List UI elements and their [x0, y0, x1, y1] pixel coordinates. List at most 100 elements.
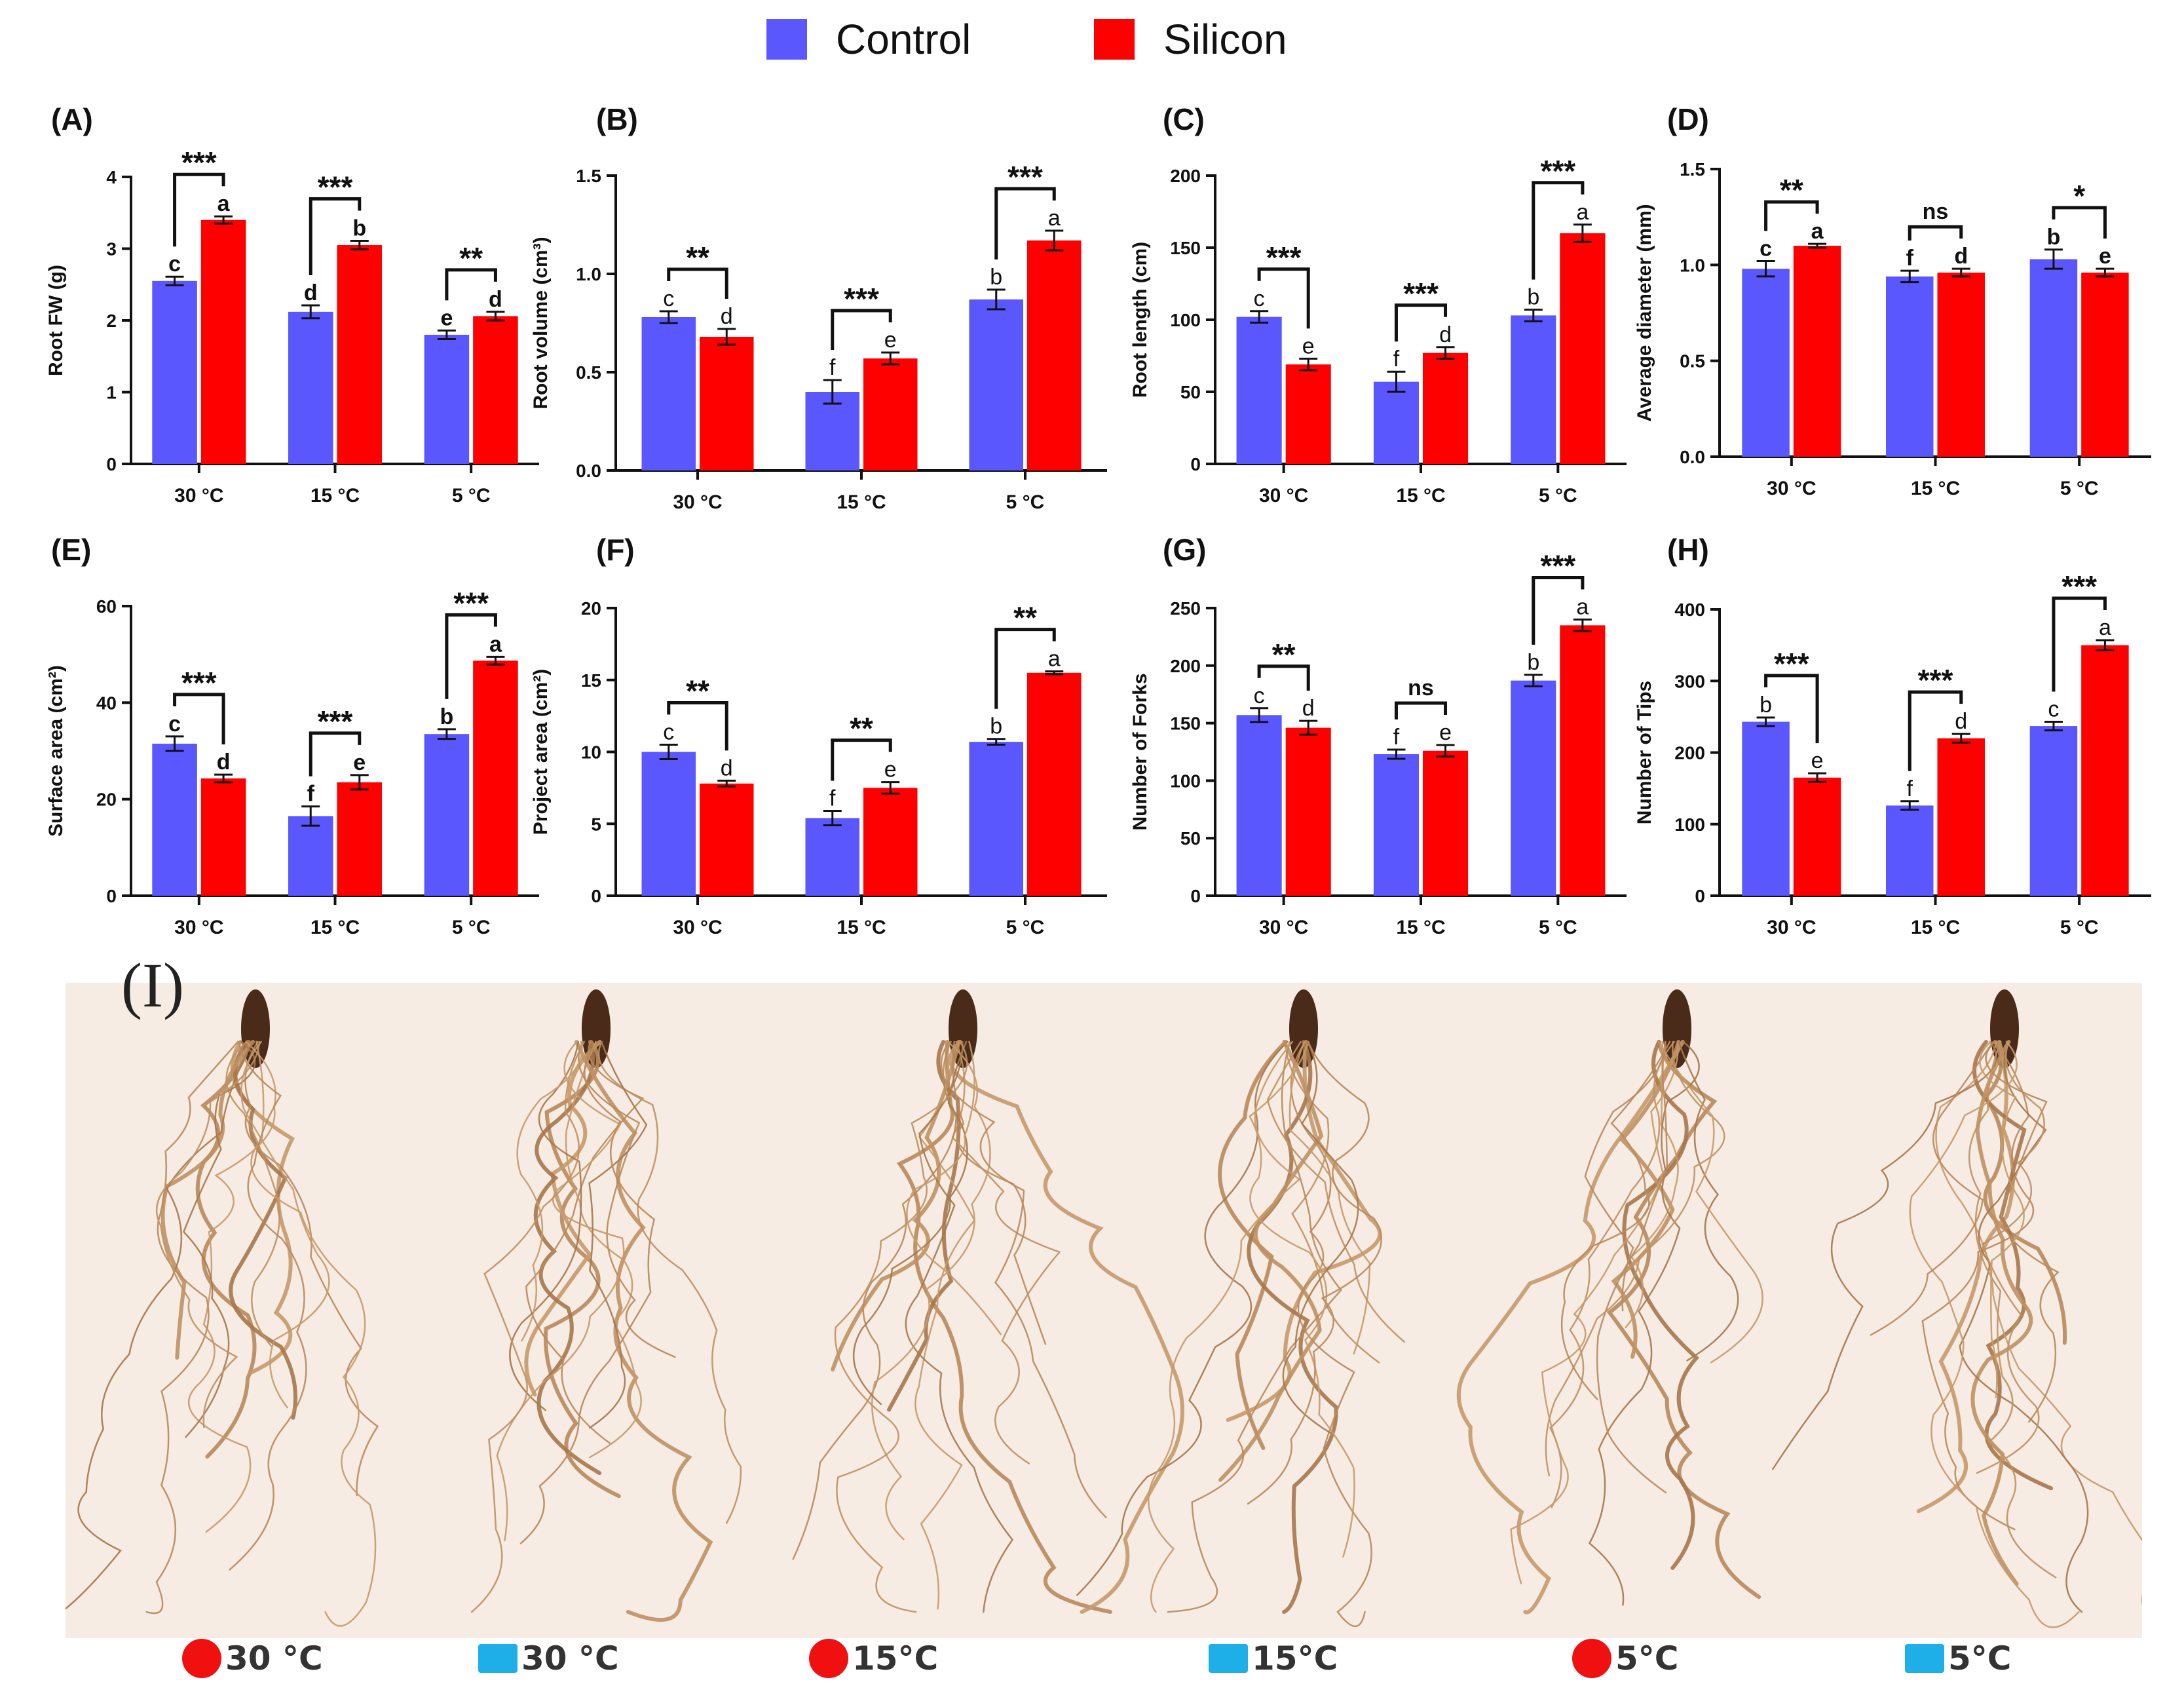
x-tick-label: 30 °C: [673, 917, 722, 938]
significance-letter: c: [1760, 236, 1772, 261]
root-specimen: [66, 989, 379, 1627]
significance-letter: a: [1576, 595, 1589, 620]
bar-silicon: [1423, 750, 1469, 896]
root-strand: [496, 1041, 625, 1542]
root-strand: [834, 1041, 968, 1613]
root-strand: [1289, 1041, 1371, 1355]
significance-marker: ns: [1923, 199, 1949, 224]
significance-letter: c: [168, 252, 181, 277]
significance-bracket: [173, 172, 225, 247]
significance-letter: d: [217, 750, 231, 775]
root-strand: [871, 1041, 991, 1540]
y-axis-label: Root FW (g): [45, 265, 67, 376]
y-tick-label: 100: [1674, 814, 1705, 835]
chart-legend: Control Silicon: [766, 13, 1421, 66]
panel-label: (A): [51, 102, 93, 136]
bar-control: [152, 280, 197, 464]
significance-letter: d: [1954, 244, 1968, 269]
bar-silicon: [700, 783, 754, 896]
root-strand: [1985, 1041, 2060, 1423]
chart-panel: (D) Average diameter (mm) 0.0 0.5 1.0 1.5 30 °…: [1634, 102, 2151, 499]
bar-silicon: [1937, 273, 1985, 457]
significance-letter: e: [1811, 748, 1824, 773]
x-tick-label: 30 °C: [1767, 917, 1816, 938]
root-strand: [187, 1041, 276, 1533]
legend-item-silicon: Silicon: [1094, 13, 1287, 66]
root-strand: [524, 1040, 602, 1397]
root-strand: [1611, 1040, 1681, 1359]
panel-label: (C): [1163, 102, 1205, 136]
y-tick-label: 200: [1674, 743, 1705, 763]
y-tick-label: 200: [1170, 656, 1201, 676]
significance-marker: *: [2073, 179, 2085, 213]
y-tick-label: 0: [1190, 454, 1201, 474]
root-strand: [66, 1041, 254, 1610]
x-tick-label: 30 °C: [1259, 917, 1308, 938]
significance-bracket: [1257, 267, 1310, 329]
root-strand: [1167, 1041, 1342, 1613]
root-strand: [852, 1041, 968, 1406]
root-strand: [1968, 1041, 2057, 1579]
bar-silicon: [1793, 246, 1841, 457]
significance-letter: e: [1439, 720, 1452, 745]
x-tick-label: 5 °C: [1539, 917, 1577, 938]
y-axis-label: Surface area (cm²): [45, 665, 67, 837]
legend-label-control: Control: [836, 16, 971, 63]
significance-letter: d: [304, 280, 318, 305]
root-strand: [1622, 1040, 1700, 1570]
y-axis-label: Root volume (cm³): [530, 237, 552, 409]
bar-silicon: [2081, 273, 2129, 457]
bar-control: [969, 299, 1023, 470]
significance-letter: a: [1576, 200, 1589, 225]
y-tick-label: 150: [1170, 238, 1201, 258]
significance-letter: e: [884, 757, 897, 782]
significance-letter: f: [829, 786, 836, 811]
root-strand: [195, 1040, 257, 1459]
bar-control: [1511, 680, 1556, 896]
bar-control: [1742, 269, 1790, 457]
significance-letter: e: [884, 328, 897, 353]
bar-silicon: [200, 220, 246, 464]
bar-silicon: [1027, 672, 1082, 896]
red-dot-icon: [809, 1639, 848, 1678]
caption-text: 5°C: [1615, 1639, 1679, 1677]
root-strand: [1625, 1041, 1679, 1329]
y-tick-label: 5: [591, 814, 601, 834]
y-tick-label: 10: [581, 742, 601, 763]
chart-panel: (F) Project area (cm²) 0 5 10 15 20 30 °C c d ** 15…: [530, 533, 1107, 938]
y-tick-label: 0: [591, 886, 601, 906]
x-tick-label: 15 °C: [1396, 485, 1445, 507]
chart-panel: (E) Surface area (cm²) 0 20 40 60 30 °C c d *** 15…: [45, 533, 539, 938]
root-strand: [470, 1041, 586, 1613]
y-tick-label: 40: [96, 693, 117, 713]
root-strand: [831, 1040, 961, 1372]
caption-text: 5°C: [1948, 1639, 2012, 1677]
chart-panel: (G) Number of Forks 0 50 100 150 200 250 30 °C c d…: [1129, 533, 1627, 938]
root-strand: [1606, 1040, 1761, 1599]
x-tick-label: 5 °C: [1006, 917, 1045, 938]
root-strand: [588, 1041, 648, 1429]
significance-letter: f: [1393, 725, 1400, 750]
photo-captions: 30 °C 30 °C 15°C 15°C 5°C 5°C: [0, 1636, 2184, 1681]
caption-text: 30 °C: [225, 1639, 323, 1677]
y-axis-label: Root length (cm): [1129, 242, 1151, 398]
x-tick-label: 30 °C: [1259, 485, 1308, 507]
bar-silicon: [863, 788, 918, 896]
root-strand: [1970, 1040, 2033, 1586]
caption-3: 15°C: [809, 1636, 938, 1681]
y-tick-label: 50: [1180, 382, 1201, 402]
panel-label: (G): [1163, 533, 1206, 567]
significance-letter: b: [990, 265, 1002, 290]
significance-marker: **: [686, 240, 709, 275]
bar-silicon: [1423, 353, 1469, 464]
bar-control: [424, 734, 470, 896]
significance-letter: e: [353, 750, 366, 775]
bar-control: [1373, 754, 1419, 896]
significance-marker: ***: [2062, 569, 2097, 603]
bar-silicon: [863, 358, 918, 470]
significance-letter: b: [352, 216, 366, 240]
bar-silicon: [1937, 738, 1985, 896]
significance-bracket: [1908, 690, 1963, 771]
